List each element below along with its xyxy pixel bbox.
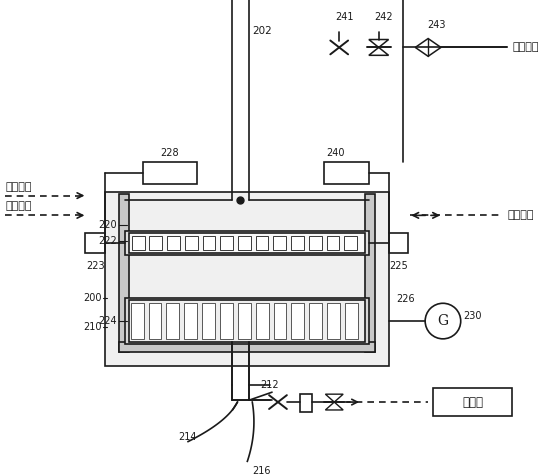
- Bar: [327, 303, 340, 339]
- Text: 加热液进: 加热液进: [6, 201, 32, 211]
- Bar: [238, 236, 251, 250]
- Bar: [345, 303, 358, 339]
- Text: 202: 202: [252, 26, 272, 36]
- Bar: [167, 303, 179, 339]
- Text: 226: 226: [397, 294, 415, 304]
- Bar: [256, 236, 268, 250]
- Bar: [309, 236, 322, 250]
- Bar: [85, 233, 105, 253]
- Text: G: G: [437, 314, 448, 328]
- Bar: [300, 394, 311, 412]
- Bar: [273, 236, 286, 250]
- Bar: [142, 162, 197, 184]
- Bar: [129, 233, 365, 253]
- Bar: [274, 303, 287, 339]
- Bar: [184, 303, 197, 339]
- Bar: [132, 236, 145, 250]
- Bar: [291, 236, 304, 250]
- Bar: [119, 342, 375, 352]
- Bar: [433, 388, 512, 416]
- Bar: [202, 236, 216, 250]
- Text: 228: 228: [161, 148, 179, 158]
- Bar: [125, 231, 369, 255]
- Text: 242: 242: [375, 12, 393, 22]
- Bar: [131, 303, 144, 339]
- Bar: [185, 236, 197, 250]
- Bar: [148, 303, 162, 339]
- Bar: [256, 303, 268, 339]
- Text: 空气入口: 空气入口: [512, 42, 538, 52]
- Text: 200: 200: [84, 293, 102, 303]
- Text: 240: 240: [326, 148, 345, 158]
- Text: 210: 210: [84, 322, 102, 332]
- Bar: [327, 236, 339, 250]
- Text: 加热液出: 加热液出: [507, 210, 534, 220]
- Bar: [119, 194, 129, 352]
- Bar: [221, 236, 233, 250]
- Bar: [202, 303, 215, 339]
- Bar: [389, 233, 408, 253]
- Text: 220: 220: [98, 220, 117, 230]
- Bar: [365, 194, 375, 352]
- Bar: [125, 298, 369, 344]
- Text: 224: 224: [98, 316, 117, 326]
- Text: 216: 216: [252, 466, 271, 476]
- Text: 243: 243: [427, 20, 446, 30]
- Bar: [238, 303, 251, 339]
- Text: 222: 222: [98, 236, 117, 246]
- Bar: [292, 303, 304, 339]
- Bar: [129, 300, 365, 342]
- Text: 212: 212: [260, 380, 279, 390]
- Text: 工艺气体: 工艺气体: [6, 182, 32, 192]
- Bar: [324, 162, 369, 184]
- Bar: [344, 236, 357, 250]
- Text: 真空泵: 真空泵: [462, 396, 483, 408]
- Text: 225: 225: [389, 261, 408, 271]
- Bar: [150, 236, 162, 250]
- Bar: [167, 236, 180, 250]
- Text: 230: 230: [464, 311, 482, 321]
- Bar: [220, 303, 233, 339]
- Text: 223: 223: [86, 261, 104, 271]
- Bar: [309, 303, 322, 339]
- Text: 214: 214: [178, 432, 197, 442]
- Text: 241: 241: [335, 12, 354, 22]
- Bar: [105, 192, 389, 366]
